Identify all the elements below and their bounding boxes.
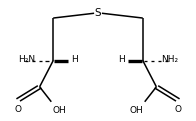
Text: S: S (95, 8, 101, 18)
Text: NH₂: NH₂ (161, 55, 178, 64)
Text: O: O (174, 105, 181, 114)
Text: O: O (15, 105, 22, 114)
Text: OH: OH (130, 106, 144, 115)
Text: H: H (119, 55, 125, 64)
Text: H₂N: H₂N (18, 55, 35, 64)
Text: OH: OH (52, 106, 66, 115)
Text: H: H (71, 55, 77, 64)
